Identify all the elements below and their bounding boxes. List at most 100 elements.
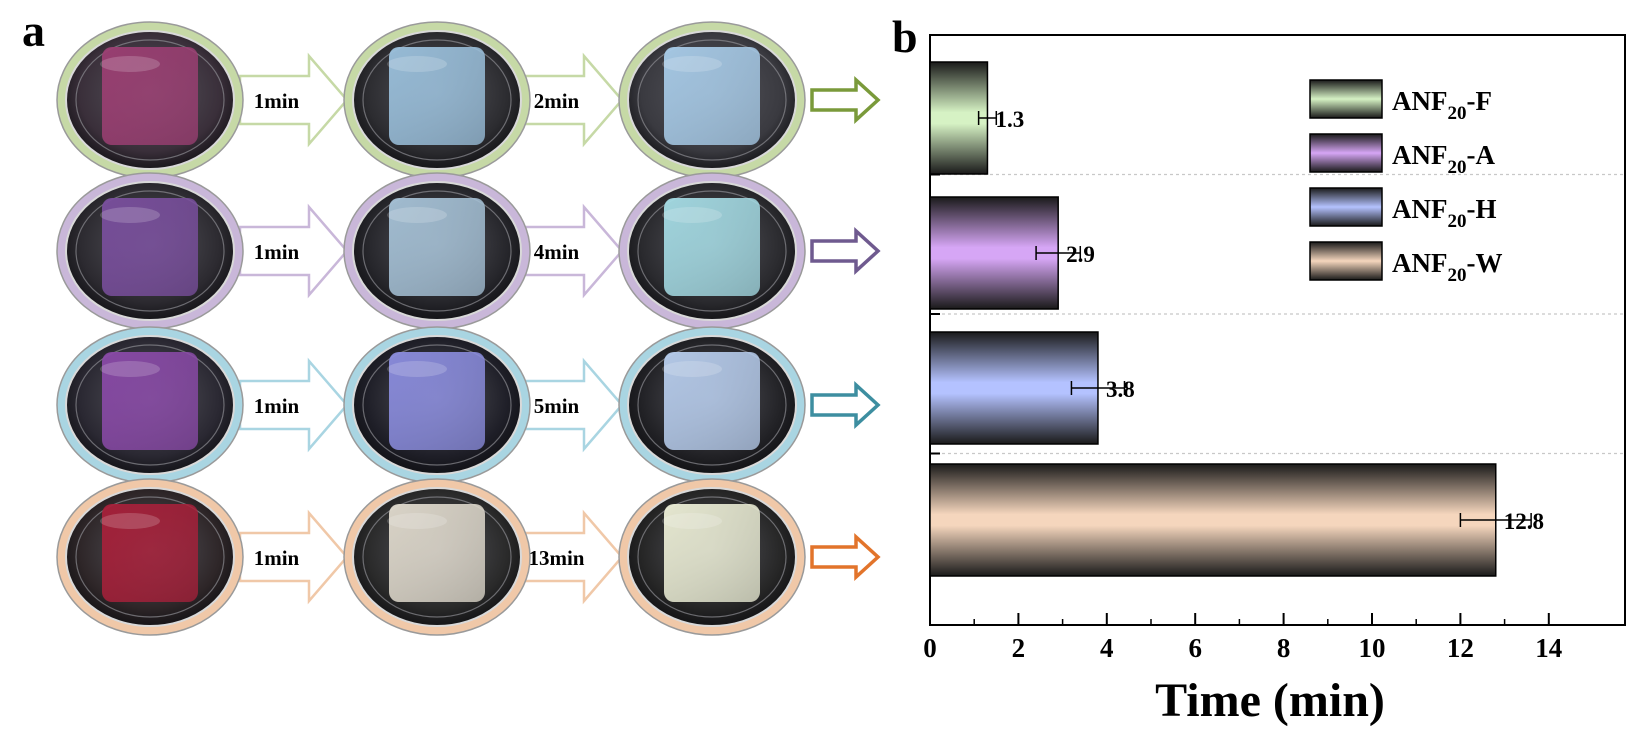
bar-value-label: 1.3 [995,107,1024,132]
dish-inner-rim [362,190,512,312]
dish-inner-rim [637,344,787,466]
dish-inner-rim [637,496,787,618]
glass-highlight [387,56,447,72]
step-arrow [523,357,624,453]
x-tick-label: 10 [1359,633,1386,663]
step-time-label: 1min [254,240,300,264]
x-tick-label: 12 [1447,633,1474,663]
x-tick-label: 14 [1535,633,1562,663]
petri-dish-photo [343,172,531,330]
dish-inner-rim [75,344,225,466]
x-tick-label: 0 [923,633,937,663]
film-sample [102,504,198,602]
petri-dish-photo [618,326,806,484]
bars: 1.3 2.9 3.8 12.8 [929,61,1544,577]
film-sample [664,352,760,450]
x-axis-ticks: 0 2 4 6 8 10 12 14 [923,613,1562,663]
x-tick-label: 8 [1277,633,1291,663]
petri-dish-photo [56,21,244,179]
petri-dish-photo [618,478,806,636]
petri-dish-photo [618,21,806,179]
glass-highlight [100,56,160,72]
legend-swatch [1309,79,1383,119]
petri-dish-photo [343,478,531,636]
film-sample [389,504,485,602]
bar-value-label: 2.9 [1066,242,1095,267]
glass-highlight [662,361,722,377]
petri-dish-photo [343,21,531,179]
dish-inner-rim [362,344,512,466]
x-tick-label: 4 [1100,633,1114,663]
sequence-row: 1min 5min [56,326,881,484]
pointer-arrow [810,227,881,275]
glass-highlight [662,56,722,72]
step-arrow [523,203,624,299]
glass-highlight [100,361,160,377]
step-arrow [523,52,624,148]
film-sample [389,352,485,450]
legend-swatch [1309,133,1383,173]
x-tick-label: 6 [1188,633,1202,663]
bar-value-label: 3.8 [1106,377,1135,402]
glass-highlight [100,513,160,529]
legend: ANF20-F ANF20-A ANF20-H ANF20-W [1309,79,1503,286]
petri-dish-photo [618,172,806,330]
glass-highlight [387,361,447,377]
legend-label: ANF20-H [1392,194,1497,232]
glass-highlight [662,513,722,529]
dish-inner-rim [75,190,225,312]
step-time-label: 2min [534,89,580,113]
petri-dish-photo [343,326,531,484]
legend-swatch [1309,241,1383,281]
pointer-arrow [810,76,881,124]
bar [929,463,1497,577]
step-arrow [238,203,349,299]
legend-label: ANF20-A [1392,140,1495,178]
step-arrow [523,509,624,605]
step-time-label: 13min [528,546,584,570]
panel-b-label: b [892,11,918,62]
glass-highlight [662,207,722,223]
film-sample [389,198,485,296]
panel-a-photo-sequence: 1min 2min 1min 4min 1min 5min 1min 13min [56,21,881,636]
sequence-row: 1min 13min [56,478,881,636]
film-sample [664,198,760,296]
film-sample [102,47,198,145]
sequence-row: 1min 2min [56,21,881,179]
plot-frame [929,34,1626,626]
bar [929,331,1099,445]
legend-swatch [1309,187,1383,227]
film-sample [102,352,198,450]
legend-label: ANF20-F [1392,86,1492,124]
petri-dish-photo [56,326,244,484]
panel-b-bar-chart: 1.3 2.9 3.8 12.8 0 2 4 6 8 10 12 14 Time (min) ANF… [923,34,1626,727]
dish-inner-rim [75,496,225,618]
film-sample [664,504,760,602]
dish-inner-rim [75,39,225,161]
pointer-arrow [810,381,881,429]
legend-label: ANF20-W [1392,248,1503,286]
bar-value-label: 12.8 [1504,509,1544,534]
dish-inner-rim [362,39,512,161]
glass-highlight [387,207,447,223]
x-axis-title: Time (min) [1155,674,1385,727]
x-tick-label: 2 [1012,633,1026,663]
panel-a-label: a [22,5,45,56]
sequence-row: 1min 4min [56,172,881,330]
dish-inner-rim [362,496,512,618]
dish-inner-rim [637,190,787,312]
glass-highlight [387,513,447,529]
film-sample [102,198,198,296]
glass-highlight [100,207,160,223]
dish-inner-rim [637,39,787,161]
step-time-label: 5min [534,394,580,418]
step-arrow [238,509,349,605]
step-time-label: 1min [254,394,300,418]
film-sample [664,47,760,145]
petri-dish-photo [56,478,244,636]
step-time-label: 1min [254,546,300,570]
step-time-label: 1min [254,89,300,113]
pointer-arrow [810,533,881,581]
petri-dish-photo [56,172,244,330]
